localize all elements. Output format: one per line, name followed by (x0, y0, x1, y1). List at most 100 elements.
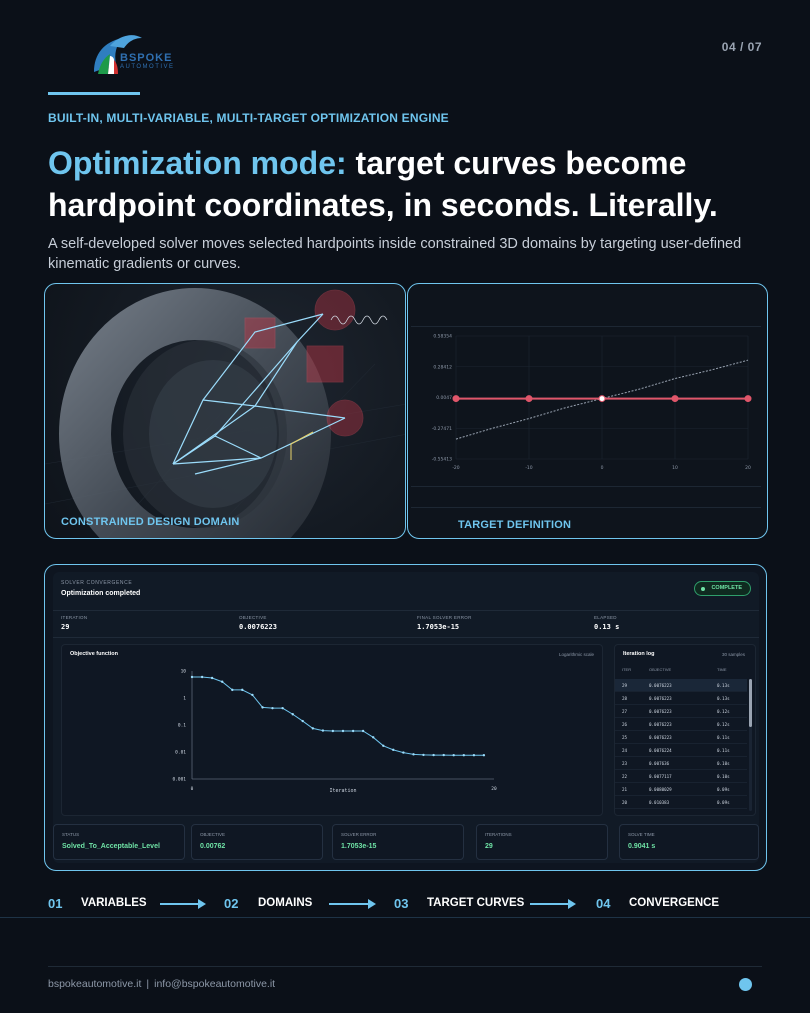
iteration-log-title: Iteration log (623, 651, 655, 657)
data-point (261, 706, 264, 709)
y-tick-label: 0.58354 (433, 334, 452, 340)
x-tick-label: -10 (525, 465, 532, 471)
log-cell-time: 0.09s (717, 787, 730, 792)
stat-objective: OBJECTIVE 0.00762 (191, 824, 323, 860)
page-number: 04 / 07 (721, 40, 762, 54)
y-tick-label: 0.001 (172, 777, 186, 783)
objective-chart-scale: Logarithmic scale (558, 652, 594, 657)
log-cell-objective: 0.0076223 (649, 735, 672, 740)
target-point (671, 395, 679, 403)
table-row[interactable]: 25 0.0076223 0.11s (615, 731, 747, 744)
data-point (301, 719, 304, 723)
data-point (210, 676, 214, 680)
data-point (372, 736, 375, 739)
brand-name: BSPOKE (120, 52, 173, 64)
log-cell-iter: 26 (622, 722, 628, 727)
data-point (200, 675, 204, 679)
convergence-eyebrow: SOLVER CONVERGENCE (61, 580, 133, 586)
log-cell-time: 0.12s (717, 709, 730, 714)
log-cell-objective: 0.010383 (649, 800, 670, 805)
target-curve-chart[interactable]: 0.58354 0.28412 0.0047 -0.27471 -0.55413-20 -… (408, 284, 768, 539)
step-arrow-2 (329, 899, 376, 909)
stat-solve-time: SOLVE TIME 0.9041 s (619, 824, 759, 860)
log-cell-time: 0.13s (717, 696, 730, 701)
log-cell-time: 0.10s (717, 761, 730, 766)
log-cell-iter: 29 (622, 683, 628, 688)
target-point (452, 395, 460, 403)
log-cell-objective: 0.0080029 (649, 787, 672, 792)
table-row[interactable]: 28 0.0076223 0.13s (615, 692, 747, 705)
x-tick-label: 0 (191, 786, 194, 792)
table-row[interactable]: 24 0.0076224 0.11s (615, 744, 747, 757)
iteration-log-scrollbar[interactable] (749, 679, 752, 811)
step-arrow-1 (160, 899, 206, 909)
table-row[interactable]: 23 0.007636 0.10s (615, 757, 747, 770)
design-domain-panel: CONSTRAINED DESIGN DOMAIN (44, 283, 406, 539)
footer-website-link[interactable]: bspokeautomotive.it (48, 978, 142, 990)
step-2-label: DOMAINS (258, 897, 313, 909)
table-row[interactable]: 21 0.0080029 0.09s (615, 783, 747, 796)
data-point (331, 729, 335, 733)
iteration-log-header: ITER OBJECTIVE TIME (622, 667, 727, 672)
footer-separator: | (146, 978, 150, 990)
convergence-title: Optimization completed (61, 590, 141, 597)
target-table (411, 486, 761, 508)
data-point (392, 748, 395, 752)
log-cell-objective: 0.0076224 (649, 748, 672, 753)
data-point (231, 688, 234, 692)
log-cell-iter: 23 (622, 761, 628, 766)
log-cell-time: 0.11s (717, 735, 730, 740)
objective-chart[interactable]: 10 1 0.1 0.01 0.001 0 20 Iteration (62, 645, 604, 817)
log-cell-objective: 0.0077117 (649, 774, 672, 779)
table-row[interactable]: 22 0.0077117 0.10s (615, 770, 747, 783)
data-point (251, 693, 254, 697)
design-domain-caption: CONSTRAINED DESIGN DOMAIN (61, 516, 240, 528)
data-point (452, 754, 455, 757)
y-tick-label: -0.55413 (432, 457, 452, 463)
x-tick-label: 20 (745, 465, 751, 471)
data-point (402, 751, 405, 754)
data-point (321, 729, 325, 732)
table-row[interactable]: 20 0.010383 0.09s (615, 796, 747, 809)
data-point (482, 754, 486, 757)
footer: bspokeautomotive.it | info@bspokeautomotiv… (48, 978, 275, 990)
x-tick-label: -20 (452, 465, 459, 471)
log-cell-iter: 21 (622, 787, 628, 792)
table-row[interactable]: 26 0.0076223 0.12s (615, 718, 747, 731)
x-tick-label: 10 (672, 465, 678, 471)
lead-paragraph: A self-developed solver moves selected h… (48, 236, 742, 272)
metric-iteration: ITERATION 29 (61, 615, 88, 631)
page-title: Optimization mode: target curves become … (48, 142, 778, 226)
log-cell-time: 0.13s (717, 683, 730, 688)
metric-objective: OBJECTIVE 0.0076223 (239, 615, 277, 631)
step-3-label: TARGET CURVES (427, 897, 525, 909)
design-domain-render (45, 288, 405, 538)
log-cell-iter: 27 (622, 709, 628, 714)
table-row[interactable]: 27 0.0076223 0.12s (615, 705, 747, 718)
data-point (190, 675, 194, 679)
data-point (442, 753, 445, 757)
table-row[interactable]: 29 0.0076223 0.13s (615, 679, 747, 692)
data-point (462, 754, 465, 757)
data-point (472, 754, 476, 757)
data-point (271, 706, 274, 710)
data-point (432, 753, 435, 757)
log-cell-iter: 28 (622, 696, 628, 701)
brand-sub: AUTOMOTIVE (120, 64, 175, 70)
stat-iterations: ITERATIONS 29 (476, 824, 608, 860)
step-arrow-3 (530, 899, 576, 909)
data-point (341, 729, 345, 733)
accent-rule (48, 92, 140, 95)
log-cell-objective: 0.0076223 (649, 722, 672, 727)
data-point (221, 680, 224, 683)
data-point (422, 753, 425, 757)
step-2-number: 02 (224, 896, 239, 911)
convergence-dashboard: SOLVER CONVERGENCE Optimization complete… (53, 572, 759, 863)
title-accent: Optimization mode: (48, 145, 347, 181)
step-4-number: 04 (596, 896, 611, 911)
step-1-number: 01 (48, 896, 63, 911)
metric-elapsed: ELAPSED 0.13 s (594, 615, 620, 631)
brand-logo: BSPOKE AUTOMOTIVE (88, 28, 188, 78)
footer-email-link[interactable]: info@bspokeautomotive.it (154, 978, 276, 990)
y-tick-label: 1 (183, 696, 186, 702)
